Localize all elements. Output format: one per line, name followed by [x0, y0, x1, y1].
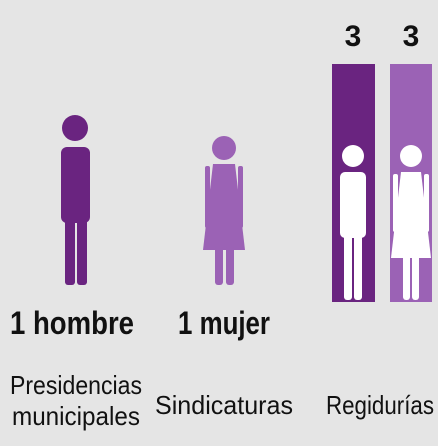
bar-value: 3 — [403, 20, 420, 53]
count-label: 1 hombre — [10, 305, 134, 341]
woman-icon — [391, 145, 431, 300]
section-name: Sindicaturas — [155, 390, 293, 420]
woman-icon — [203, 136, 245, 285]
section-name: Regidurías — [326, 390, 434, 420]
count-label: 1 mujer — [178, 305, 270, 341]
bar-value: 3 — [345, 20, 362, 53]
section-name: Presidencias — [10, 370, 142, 400]
section-name: municipales — [12, 401, 140, 431]
man-icon — [61, 115, 90, 285]
man-icon — [340, 145, 366, 300]
